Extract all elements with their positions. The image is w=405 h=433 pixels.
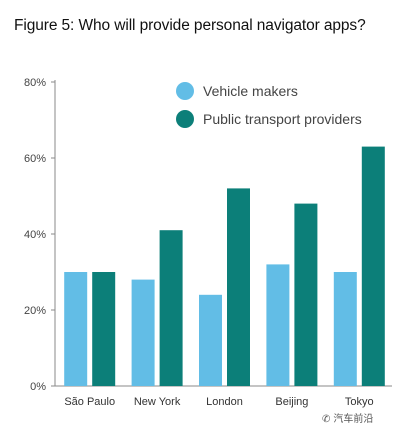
watermark-text: 汽车前沿 (333, 414, 374, 425)
bar-vehicle-makers-1 (131, 279, 155, 386)
x-tick-label: Beijing (275, 396, 308, 408)
chart-title: Figure 5: Who will provide personal navi… (14, 17, 366, 34)
watermark: ✆ 汽车前沿 (322, 410, 373, 425)
chat-icon: ✆ (322, 414, 331, 425)
bar-public-transport-2 (227, 188, 250, 386)
y-tick-label: 40% (24, 229, 46, 241)
legend-swatch (176, 82, 194, 100)
y-tick-label: 0% (30, 381, 46, 393)
legend-swatch (176, 110, 194, 128)
x-tick-label: Tokyo (345, 396, 374, 408)
y-tick-label: 20% (24, 305, 46, 317)
bar-public-transport-0 (92, 272, 116, 386)
bar-vehicle-makers-3 (266, 264, 290, 386)
bar-vehicle-makers-0 (64, 272, 88, 386)
legend-label: Vehicle makers (203, 83, 298, 99)
bar-vehicle-makers-4 (333, 272, 357, 386)
bar-vehicle-makers-2 (199, 294, 222, 386)
bar-public-transport-4 (361, 146, 385, 386)
bar-public-transport-3 (294, 203, 318, 386)
x-tick-label: London (206, 396, 243, 408)
x-tick-label: New York (134, 396, 181, 408)
y-tick-label: 80% (24, 77, 46, 89)
x-tick-label: São Paulo (64, 396, 115, 408)
y-tick-label: 60% (24, 153, 46, 165)
bar-public-transport-1 (159, 230, 183, 386)
legend-label: Public transport providers (203, 111, 362, 127)
